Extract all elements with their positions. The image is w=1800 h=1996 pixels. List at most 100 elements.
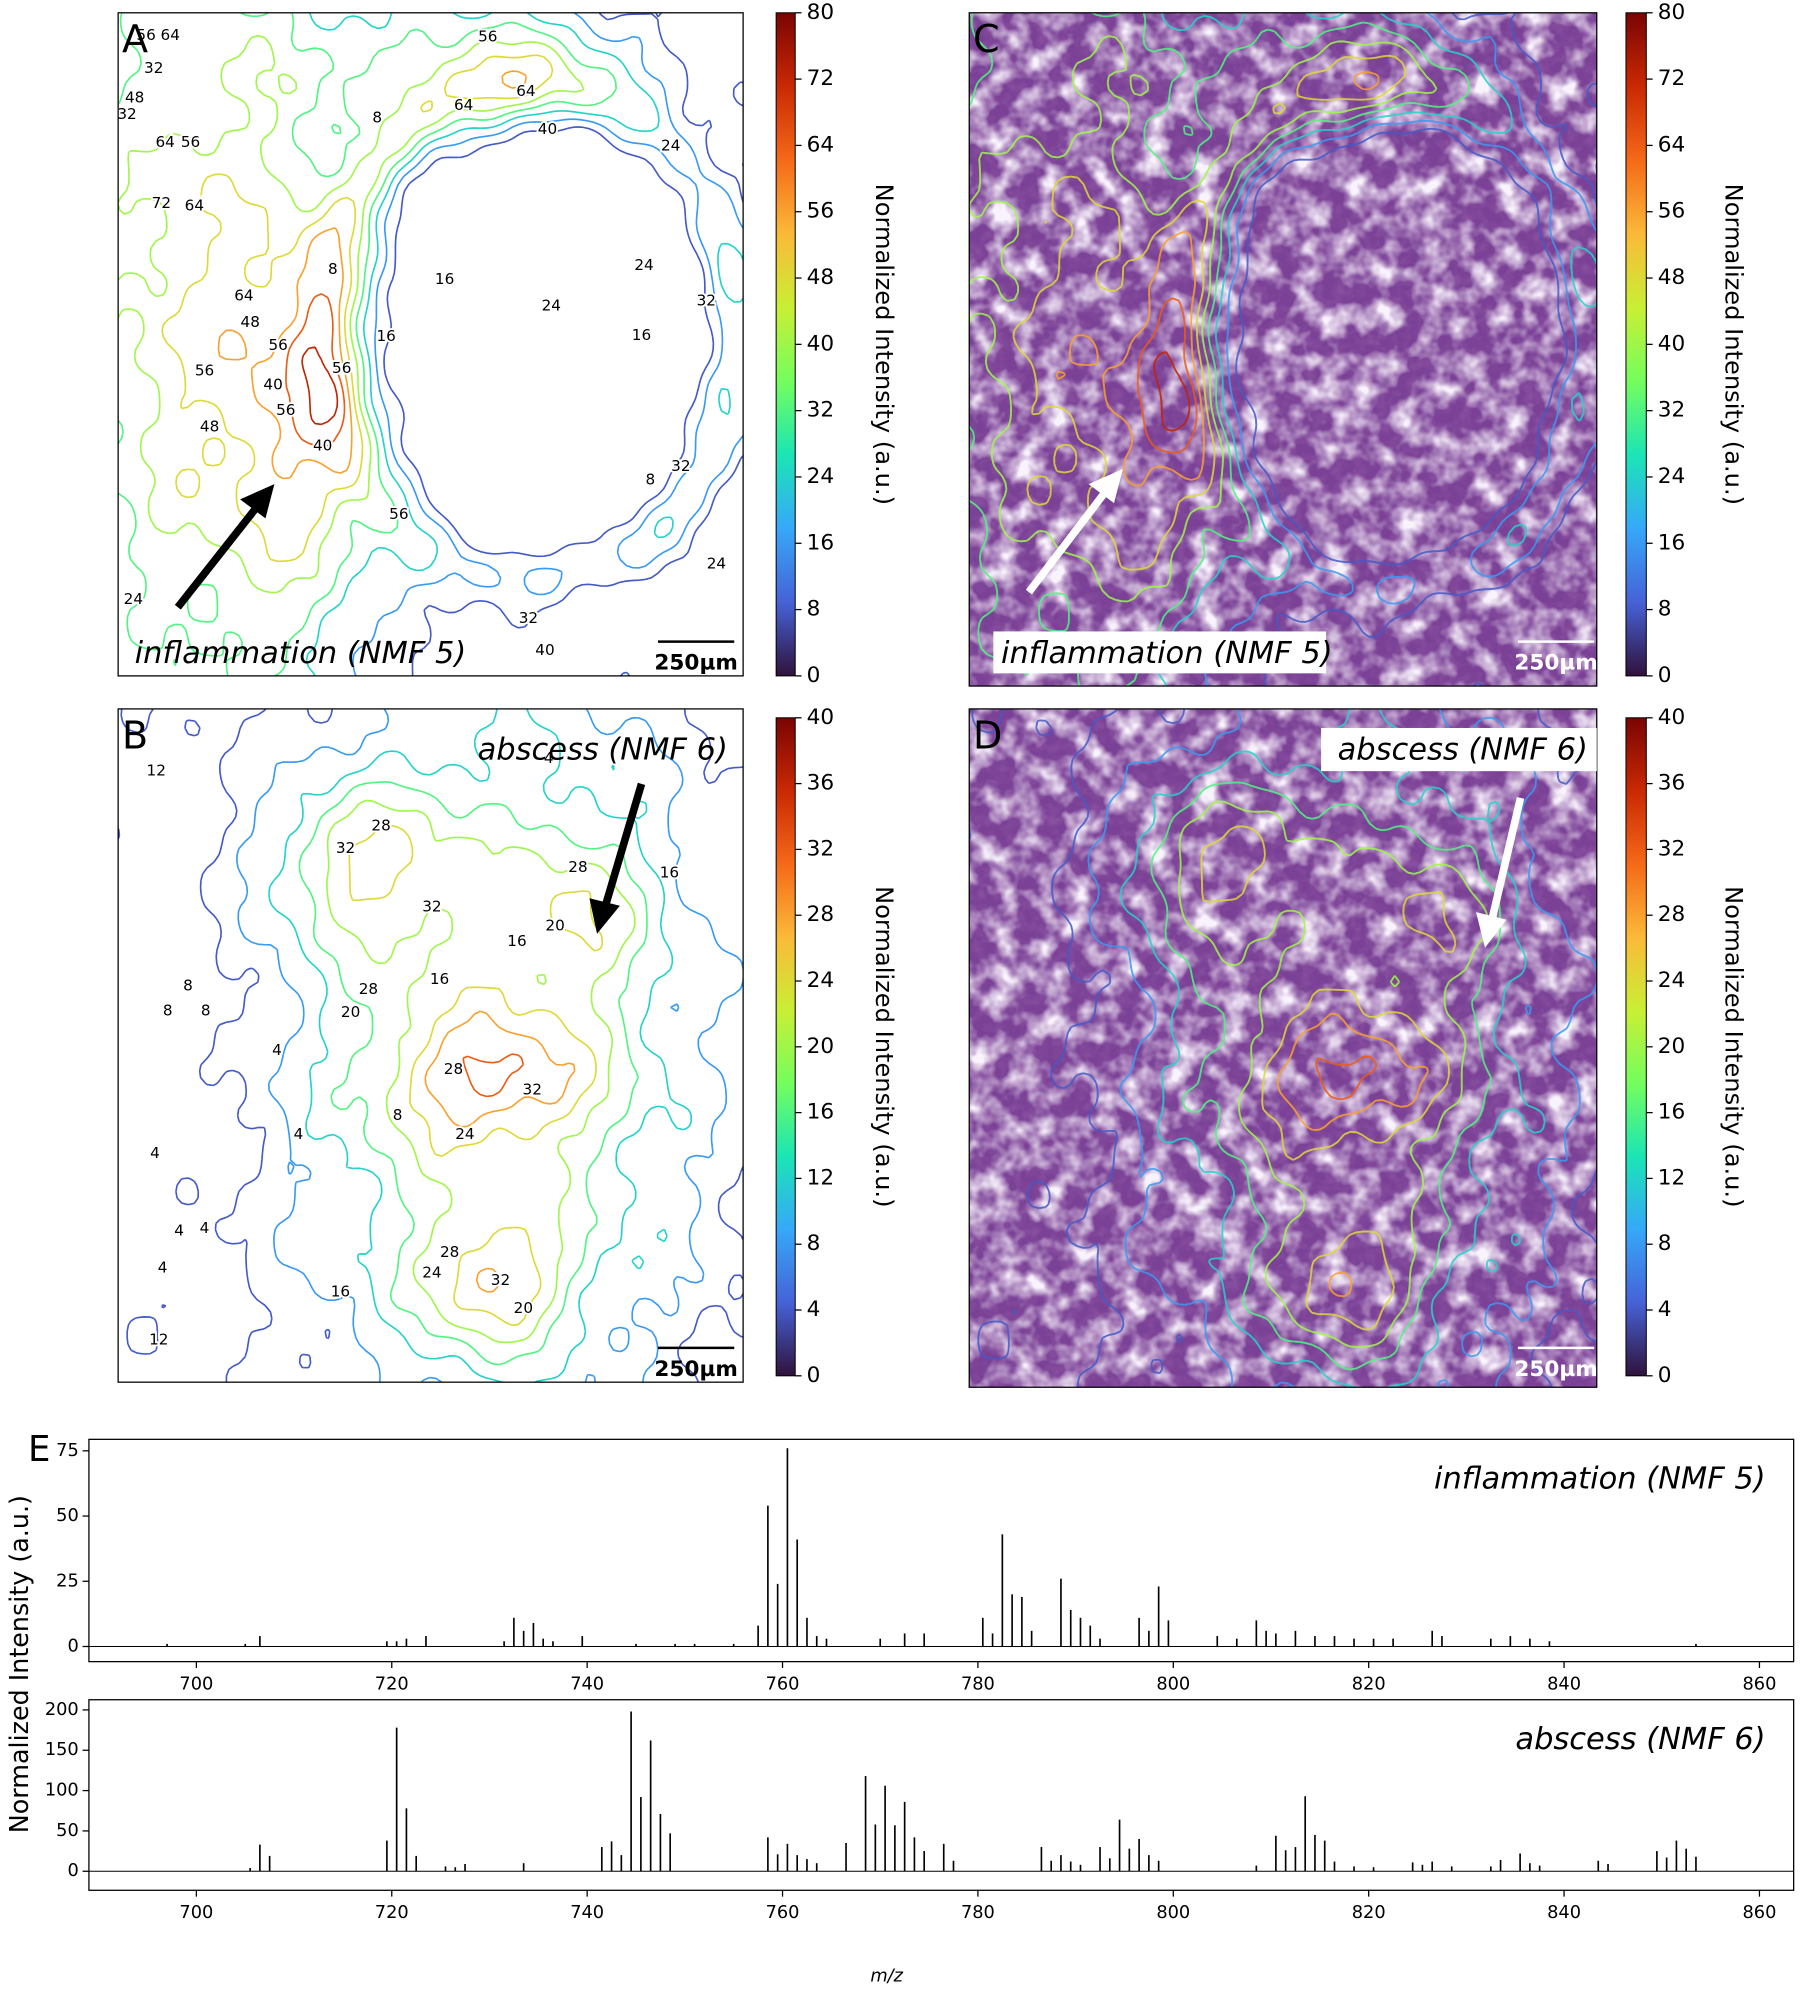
contour-label: 12 <box>149 1331 168 1349</box>
y-tick-label: 50 <box>56 1820 79 1841</box>
x-tick-label: 780 <box>961 1902 995 1923</box>
panel-backgrounds <box>118 12 1597 1388</box>
colorbar-tick-label: 36 <box>807 771 834 796</box>
contour-label: 8 <box>372 109 382 127</box>
contour-label: 24 <box>661 137 680 155</box>
contour-label: 56 <box>276 401 295 419</box>
colorbar-label: Normalized Intensity (a.u.) <box>1720 184 1748 505</box>
contour-label: 4 <box>174 1222 184 1240</box>
colorbar-tick-label: 8 <box>807 597 821 622</box>
contour-label: 24 <box>634 256 653 274</box>
colorbar <box>1625 717 1647 1377</box>
contour-label: 12 <box>147 762 166 780</box>
colorbar-tick-label: 0 <box>1658 1363 1672 1388</box>
contour-line <box>1012 54 1407 571</box>
x-tick-label: 820 <box>1352 1673 1386 1694</box>
contour-label: 40 <box>538 120 557 138</box>
contour-line <box>326 799 636 1344</box>
colorbar-tick-label: 32 <box>1658 398 1685 423</box>
colorbar-tick-label: 16 <box>1658 530 1685 555</box>
x-tick-label: 800 <box>1156 1902 1190 1923</box>
label-box <box>1321 727 1597 772</box>
contour-label: 64 <box>454 96 473 114</box>
y-tick-label: 75 <box>56 1440 79 1461</box>
colorbar-tick-label: 4 <box>1658 1297 1672 1322</box>
y-tick-label: 0 <box>67 1635 78 1656</box>
contour-label: 40 <box>263 375 282 393</box>
contour-line <box>305 12 744 676</box>
contour-label: 64 <box>516 82 535 100</box>
colorbar-tick-label: 36 <box>1658 771 1685 796</box>
y-tick-label: 200 <box>45 1699 79 1720</box>
contour-label: 32 <box>519 609 538 627</box>
contour-line <box>969 12 1471 687</box>
contour-label: 24 <box>455 1125 474 1143</box>
colorbar-tick-label: 64 <box>1658 132 1685 157</box>
x-tick-label: 760 <box>766 1902 800 1923</box>
contour-label: 16 <box>376 327 395 345</box>
colorbar-label: Normalized Intensity (a.u.) <box>1720 886 1748 1207</box>
contour-line <box>462 1053 525 1098</box>
colorbar-tick-label: 48 <box>1658 265 1685 290</box>
colorbar-tick-label: 20 <box>807 1034 834 1059</box>
contour-label: 48 <box>125 88 144 106</box>
contour-line <box>348 824 604 1326</box>
plot-frame <box>88 1438 1795 1663</box>
contour-label: 4 <box>294 1125 304 1143</box>
contour-label: 48 <box>241 313 260 331</box>
contour-label: 32 <box>336 839 355 857</box>
contour-label: 4 <box>150 1144 160 1162</box>
contour-label: 56 <box>332 359 351 377</box>
contour-line <box>301 346 339 426</box>
contour-label: 28 <box>568 858 587 876</box>
contour-label: 40 <box>535 641 554 659</box>
colorbar-tick-label: 56 <box>1658 199 1685 224</box>
x-tick-label: 740 <box>570 1673 604 1694</box>
contour-line <box>1235 12 1597 687</box>
arrow <box>1025 488 1110 595</box>
contour-label: 32 <box>117 105 136 123</box>
colorbar-tick-label: 16 <box>807 1100 834 1125</box>
panel-border <box>117 708 744 1383</box>
colorbar-tick-label: 0 <box>807 1363 821 1388</box>
x-tick-label: 700 <box>179 1902 213 1923</box>
scale-bar-label: 250µm <box>654 1357 737 1382</box>
colorbar-tick-label: 28 <box>807 902 834 927</box>
x-tick-label: 860 <box>1742 1673 1776 1694</box>
colorbar-tick-label: 32 <box>807 836 834 861</box>
contour-label: 16 <box>435 270 454 288</box>
contour-map <box>969 12 1597 687</box>
contour-label: 56 <box>181 133 200 151</box>
contour-line <box>969 708 1597 1388</box>
contour-line <box>1136 297 1198 454</box>
contour-label: 28 <box>371 816 390 834</box>
contour-label: 64 <box>234 287 253 305</box>
colorbar-tick-label: 12 <box>807 1165 834 1190</box>
panel-frame <box>118 708 744 1383</box>
panel-label: A <box>122 17 148 61</box>
contour-label: 4 <box>544 749 554 767</box>
y-axis-label: Normalized Intensity (a.u.) <box>4 1495 34 1833</box>
annotation: inflammation (NMF 5) <box>1434 1461 1766 1496</box>
contour-map <box>118 12 744 676</box>
x-tick-label: 780 <box>961 1673 995 1694</box>
annotation: abscess (NMF 6) <box>1515 1722 1765 1757</box>
arrow <box>601 782 646 910</box>
contour-label: 56 <box>195 362 214 380</box>
colorbar <box>775 12 796 677</box>
contour-label: 32 <box>491 1271 510 1289</box>
plot-frame <box>88 1699 1795 1891</box>
panel-border <box>117 12 744 677</box>
contour-label: 24 <box>422 1263 441 1281</box>
tissue-texture <box>969 12 1597 687</box>
annotation: abscess (NMF 6) <box>478 733 728 768</box>
colorbar <box>775 717 796 1377</box>
contour-label: 32 <box>697 292 716 310</box>
contour-label: 56 <box>268 336 287 354</box>
x-tick-label: 800 <box>1156 1673 1190 1694</box>
x-tick-label: 820 <box>1352 1902 1386 1923</box>
scale-bar-label: 250µm <box>1514 651 1597 676</box>
contour-line <box>1177 800 1490 1349</box>
